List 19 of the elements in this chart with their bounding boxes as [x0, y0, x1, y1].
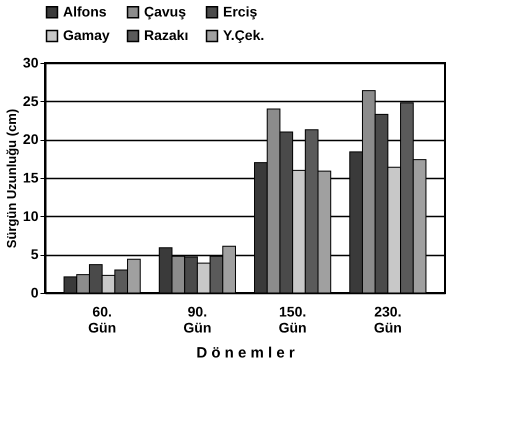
legend-label: Razakı: [144, 27, 188, 43]
y-tick-label: 0: [30, 284, 39, 300]
y-tick-label: 25: [22, 92, 39, 109]
y-tick-label: 30: [22, 54, 39, 70]
legend-label: Alfons: [63, 3, 107, 20]
legend-label: Çavuş: [144, 3, 186, 20]
x-tick-label: 230. Gün: [374, 304, 402, 336]
y-axis-title: Sürgün Uzunluğu (cm): [4, 108, 19, 248]
legend-label: Y.Çek.: [223, 27, 264, 43]
y-tick-label: 5: [30, 246, 39, 262]
x-tick-label: 150. Gün: [278, 304, 307, 336]
y-tick-label: 15: [22, 170, 39, 186]
legend-label: Gamay: [63, 27, 110, 43]
legend-label: Erciş: [223, 3, 258, 20]
y-tick-label: 20: [22, 131, 39, 148]
x-tick-label: 60. Gün: [88, 304, 116, 336]
x-axis-title: D ö n e m l e r: [196, 344, 295, 362]
y-tick-label: 10: [22, 208, 39, 224]
x-tick-label: 90. Gün: [183, 304, 212, 336]
